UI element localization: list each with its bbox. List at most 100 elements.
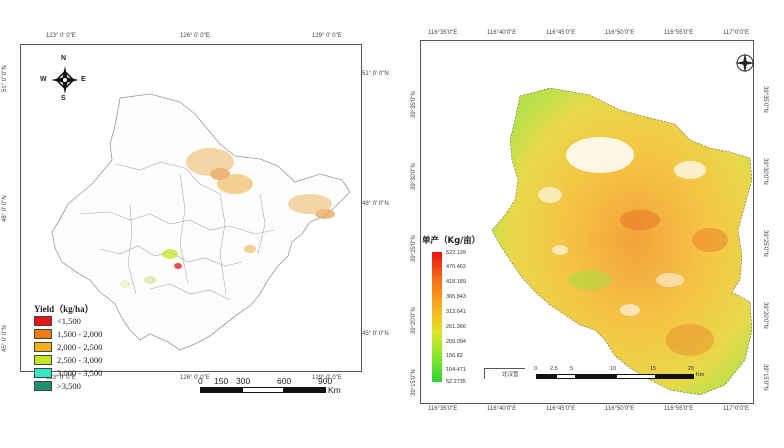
right-bottom-tick: 116°55'0"E (664, 406, 694, 412)
scale-label: 0 (534, 366, 538, 372)
scale-bar-segment (656, 374, 694, 379)
left-left-tick-3: 45° 0' 0"N (2, 325, 8, 352)
right-legend-value: 522.139 (446, 250, 466, 256)
left-top-tick-2: 126° 0' 0"E (180, 33, 210, 39)
right-left-tick: 39°15'0"N (411, 369, 417, 396)
scale-label: 10 (610, 366, 617, 372)
right-legend-value: 313.641 (446, 309, 466, 315)
right-right-tick: 39°20'0"N (762, 302, 768, 329)
right-right-tick: 39°30'0"N (762, 158, 768, 185)
right-legend-value: 418.189 (446, 279, 466, 285)
north-arrow-icon (735, 53, 755, 73)
left-right-tick-3: 45° 0' 0"N (362, 331, 389, 337)
legend-swatch (34, 316, 52, 326)
legend-label: <1,500 (57, 316, 81, 326)
scale-label: 15 (650, 366, 657, 372)
legend-swatch (34, 355, 52, 365)
legend-label: 2,000 - 2,500 (57, 342, 103, 352)
compass-rose-icon (51, 66, 79, 94)
left-bottom-tick-3: 129° 0' 0"E (312, 375, 342, 381)
compass-e: E (81, 76, 86, 83)
scale-label: 600 (277, 376, 292, 386)
right-bottom-tick: 116°45'0"E (546, 406, 576, 412)
right-top-tick: 116°35'0"E (428, 30, 458, 36)
yield-patches (120, 148, 335, 288)
scale-label: 0 (198, 376, 203, 386)
scale-bar-segment (616, 374, 656, 379)
right-top-tick: 116°55'0"E (664, 30, 694, 36)
left-legend-title: Yield（kg/ha） (34, 304, 94, 314)
left-map-panel: 123° 0' 0"E 126° 0' 0"E 129° 0' 0"E 123°… (2, 33, 389, 398)
legend-swatch (34, 329, 52, 339)
right-left-tick: 39°30'0"N (411, 163, 417, 190)
scale-bar-black (200, 387, 242, 393)
right-right-tick: 39°15'0"N (762, 364, 768, 391)
right-legend-value: 365.843 (446, 294, 466, 300)
right-legend-value: 52.2735 (446, 379, 466, 385)
right-left-tick: 39°20'0"N (411, 307, 417, 334)
scale-bar-black-2 (284, 387, 326, 393)
left-left-tick-1: 51° 0' 0"N (2, 65, 8, 92)
left-compass: N S E W (40, 55, 86, 102)
right-note-label: 北汉营 (502, 372, 519, 378)
scale-unit: Km (696, 372, 705, 378)
right-legend-gradient (432, 252, 442, 382)
legend-item: 3,000 - 3,500 (34, 368, 102, 378)
scale-bar-segment (536, 374, 556, 379)
northeast-china-map (51, 93, 351, 351)
scale-label: 20 (688, 366, 695, 372)
right-bottom-tick: 116°50'0"E (605, 406, 635, 412)
scale-label: 150 (214, 376, 229, 386)
right-top-tick: 117°0'0"E (723, 30, 749, 36)
right-top-tick: 116°45'0"E (546, 30, 576, 36)
right-legend-title: 单产（Kg/亩） (422, 236, 481, 246)
left-bottom-tick-1: 123° 0' 0"E (46, 375, 76, 381)
left-right-tick-1: 51° 0' 0"N (362, 71, 389, 77)
yield-texture (538, 137, 728, 356)
left-left-tick-2: 48° 0' 0"N (2, 195, 8, 222)
legend-item: <1,500 (34, 316, 81, 326)
legend-item: >3,500 (34, 381, 81, 391)
compass-s: S (61, 95, 66, 102)
right-right-tick: 39°35'0"N (762, 86, 768, 113)
right-legend-value: 470.462 (446, 264, 466, 270)
scale-label: 5 (570, 366, 574, 372)
right-legend-value: 104.471 (446, 367, 466, 373)
right-left-tick: 39°35'0"N (411, 91, 417, 118)
scale-unit: Km (328, 385, 341, 395)
legend-swatch (34, 368, 52, 378)
legend-item: 2,500 - 3,000 (34, 355, 102, 365)
right-top-tick: 116°50'0"E (605, 30, 635, 36)
legend-item: 1,500 - 2,000 (34, 329, 102, 339)
left-right-tick-2: 48° 0' 0"N (362, 201, 389, 207)
right-right-tick: 39°25'0"N (762, 230, 768, 257)
right-bottom-tick: 117°0'0"E (723, 406, 749, 412)
left-bottom-tick-2: 126° 0' 0"E (180, 375, 210, 381)
legend-label: 1,500 - 2,000 (57, 329, 103, 339)
legend-label: 2,500 - 3,000 (57, 355, 103, 365)
legend-label: >3,500 (57, 381, 81, 391)
right-map-panel: 116°35'0"E 116°40'0"E 116°45'0"E 116°50'… (392, 0, 784, 448)
compass-w: W (40, 76, 47, 83)
scale-label: 2.5 (550, 366, 558, 372)
scale-bar-segment (576, 374, 616, 379)
scale-bar-segment (556, 374, 576, 379)
right-note-box (484, 368, 525, 379)
scale-bar-white (242, 387, 284, 393)
right-legend-value: 209.094 (446, 339, 466, 345)
legend-swatch (34, 342, 52, 352)
right-scale-bar: 0 2.5 5 10 15 20 Km (534, 366, 714, 382)
right-bottom-tick: 116°40'0"E (487, 406, 517, 412)
right-legend-value: 156.82 (446, 353, 463, 359)
tianjin-county-map (491, 87, 752, 396)
right-bottom-tick: 116°35'0"E (428, 406, 458, 412)
legend-item: 2,000 - 2,500 (34, 342, 102, 352)
scale-label: 300 (236, 376, 251, 386)
scale-label: 900 (318, 376, 333, 386)
left-scale-bar: 0 150 300 600 900 Km (198, 376, 358, 398)
compass-n: N (61, 55, 67, 62)
legend-label: 3,000 - 3,500 (57, 368, 103, 378)
left-top-tick-1: 123° 0' 0"E (46, 33, 76, 39)
right-legend-value: 261.366 (446, 324, 466, 330)
legend-swatch (34, 381, 52, 391)
